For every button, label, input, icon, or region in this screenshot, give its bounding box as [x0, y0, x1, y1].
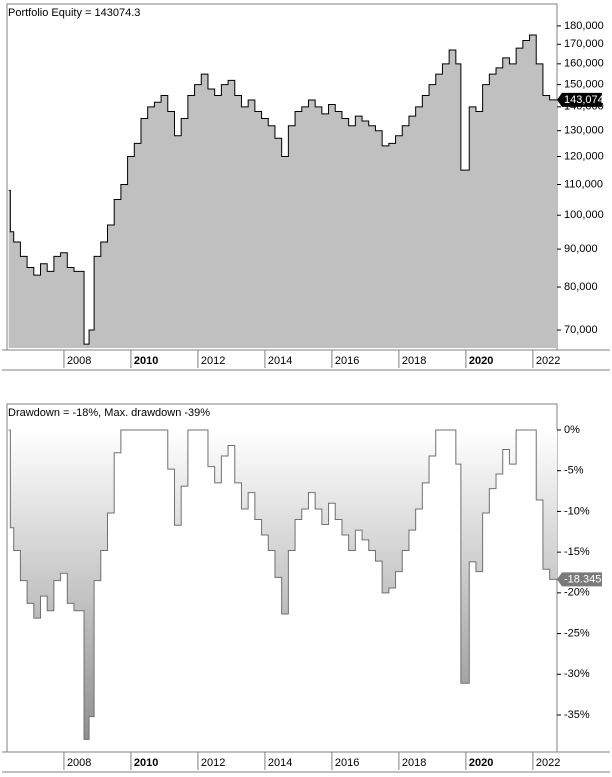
y-tick-label: 100,000 — [564, 209, 604, 221]
y-tick-label: 70,000 — [564, 324, 598, 336]
x-tick-label: 2008 — [67, 355, 91, 367]
y-tick-label: 110,000 — [564, 178, 603, 190]
x-tick-label: 2008 — [67, 757, 91, 769]
x-tick-label: 2010 — [134, 355, 158, 367]
x-tick-label: 2012 — [201, 355, 225, 367]
last-value-box — [557, 92, 602, 107]
area-fill — [8, 34, 557, 348]
x-tick-label: 2020 — [469, 355, 493, 367]
last-value-box — [557, 572, 602, 587]
y-tick-label: 120,000 — [564, 150, 604, 162]
y-tick-label: 90,000 — [564, 243, 598, 255]
x-tick-label: 2018 — [402, 355, 426, 367]
y-tick-label: 0% — [564, 424, 580, 436]
area-fill — [8, 429, 557, 740]
series-line — [8, 34, 557, 345]
x-tick-label: 2022 — [536, 757, 560, 769]
y-tick-label: -5% — [564, 465, 584, 477]
x-tick-label: 2016 — [335, 757, 359, 769]
y-tick-label: -25% — [564, 627, 590, 639]
panel-title: Drawdown = -18%, Max. drawdown -39% — [8, 407, 210, 419]
y-tick-label: 150,000 — [564, 79, 604, 91]
x-tick-label: 2020 — [469, 757, 493, 769]
panel-title: Portfolio Equity = 143074.3 — [8, 7, 140, 19]
y-tick-label: 130,000 — [564, 125, 604, 137]
x-tick-label: 2014 — [268, 355, 292, 367]
last-value-label: -18.345 — [564, 573, 601, 585]
y-tick-label: 160,000 — [564, 58, 604, 70]
x-tick-label: 2016 — [335, 355, 359, 367]
x-tick-label: 2014 — [268, 757, 292, 769]
y-tick-label: -15% — [564, 546, 590, 558]
x-tick-label: 2022 — [536, 355, 560, 367]
y-tick-label: -30% — [564, 668, 590, 680]
series-line — [8, 429, 557, 740]
y-tick-label: 180,000 — [564, 20, 604, 32]
x-tick-label: 2012 — [201, 757, 225, 769]
x-tick-label: 2010 — [134, 757, 158, 769]
y-tick-label: -35% — [564, 709, 590, 721]
y-tick-label: 170,000 — [564, 38, 604, 50]
x-tick-label: 2018 — [402, 757, 426, 769]
y-tick-label: -10% — [564, 505, 590, 517]
y-tick-label: 80,000 — [564, 281, 598, 293]
last-value-label: 143,074 — [564, 94, 604, 106]
y-tick-label: -20% — [564, 587, 590, 599]
